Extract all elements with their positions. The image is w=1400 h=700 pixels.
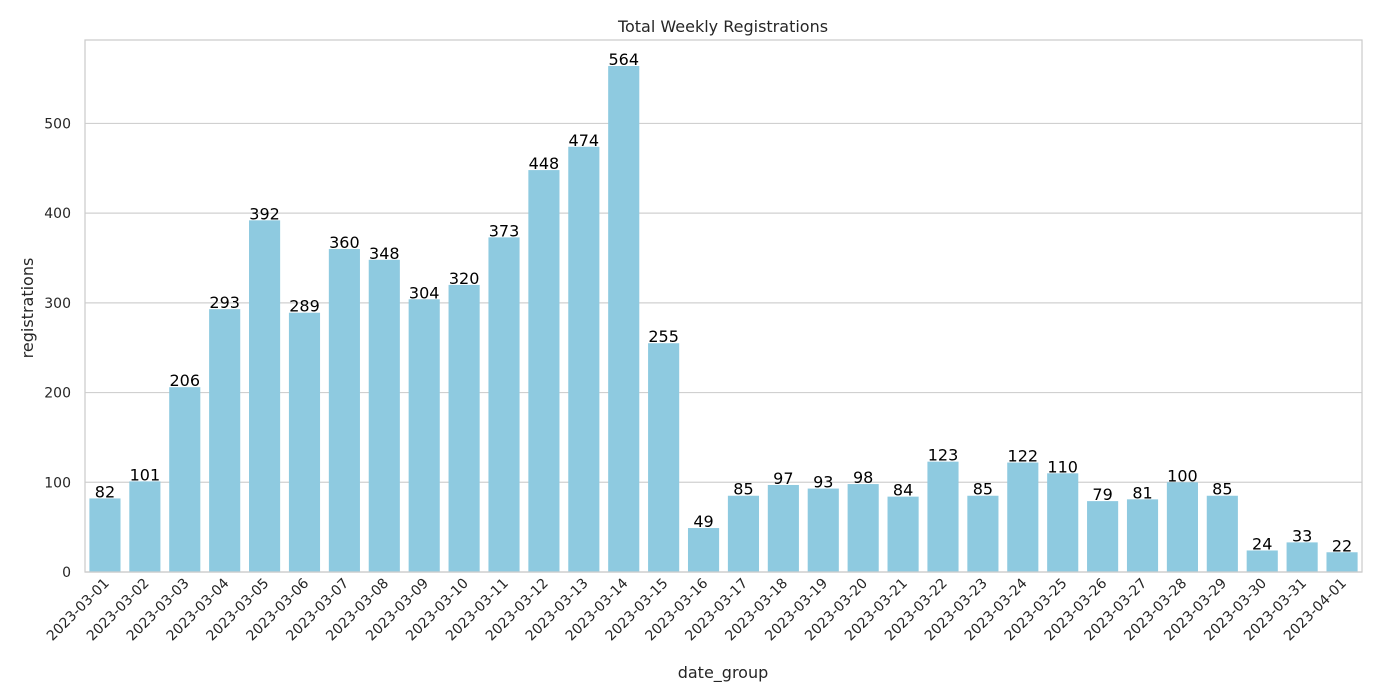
bar xyxy=(568,146,600,572)
bar xyxy=(687,528,720,572)
bar xyxy=(448,284,480,572)
bar-value-label: 85 xyxy=(733,480,753,499)
bar xyxy=(1286,542,1318,572)
bar xyxy=(1047,473,1079,572)
bar-value-label: 320 xyxy=(449,269,480,288)
bar-value-label: 24 xyxy=(1252,534,1272,553)
bar-group xyxy=(89,66,1358,573)
bar-value-label: 289 xyxy=(289,297,320,316)
bar-value-label: 110 xyxy=(1047,457,1078,476)
bar-value-label: 85 xyxy=(1212,480,1232,499)
bar-value-label: 85 xyxy=(973,480,993,499)
x-tick-labels: 2023-03-012023-03-022023-03-032023-03-04… xyxy=(44,575,1350,644)
bar xyxy=(1246,550,1278,572)
bar-value-label: 392 xyxy=(249,204,280,223)
y-tick-label: 200 xyxy=(44,386,71,402)
y-tick-label: 300 xyxy=(44,296,71,312)
bar-value-label: 100 xyxy=(1167,466,1198,485)
bar xyxy=(1007,462,1039,572)
bar-value-label: 98 xyxy=(853,468,873,487)
bar-value-label: 360 xyxy=(329,233,360,252)
bar xyxy=(169,387,201,572)
bar xyxy=(807,488,839,572)
bar xyxy=(1206,495,1238,572)
bar-value-label: 348 xyxy=(369,244,400,263)
bar-value-label: 448 xyxy=(529,154,560,173)
y-tick-label: 0 xyxy=(62,565,71,581)
data-label-group: 82 101 206 293 392 289 360 348 304 320 373 448 474 56… xyxy=(95,50,1352,555)
bar xyxy=(608,66,640,573)
y-tick-labels: 0 100 200 300 400 500 xyxy=(44,116,71,581)
bar xyxy=(129,481,161,572)
chart-title: Total Weekly Registrations xyxy=(617,17,828,36)
bar-value-label: 123 xyxy=(928,446,959,465)
bar-value-label: 33 xyxy=(1292,526,1312,545)
bar xyxy=(967,495,999,572)
bar xyxy=(288,312,321,572)
bar-value-label: 101 xyxy=(130,465,161,484)
y-tick-label: 100 xyxy=(44,475,71,491)
bar xyxy=(1126,499,1159,572)
bar-value-label: 79 xyxy=(1092,485,1112,504)
bar-value-label: 22 xyxy=(1332,536,1352,555)
bar-value-label: 373 xyxy=(489,221,520,240)
bar-value-label: 293 xyxy=(209,293,240,312)
bar xyxy=(249,220,281,572)
bar-value-label: 97 xyxy=(773,469,793,488)
bar-value-label: 81 xyxy=(1132,483,1152,502)
bar-value-label: 206 xyxy=(169,371,200,390)
bar xyxy=(648,343,680,572)
bar xyxy=(488,237,520,572)
bar xyxy=(528,170,560,572)
bar xyxy=(368,259,400,572)
bar-value-label: 255 xyxy=(648,327,679,346)
bar-value-label: 84 xyxy=(893,481,913,500)
y-axis-label: registrations xyxy=(18,258,37,359)
bar-value-label: 474 xyxy=(569,131,600,150)
bar-value-label: 304 xyxy=(409,283,440,302)
bar xyxy=(727,495,760,572)
y-tick-label: 500 xyxy=(44,116,71,132)
bar xyxy=(1087,501,1119,572)
plot-frame xyxy=(84,39,1363,573)
bar-value-label: 49 xyxy=(693,512,713,531)
bar-value-label: 564 xyxy=(608,50,639,69)
bar xyxy=(408,299,440,572)
bar xyxy=(1326,552,1358,572)
bar xyxy=(767,484,799,572)
y-tick-label: 400 xyxy=(44,206,71,222)
bar xyxy=(1166,482,1198,572)
bar-value-label: 122 xyxy=(1008,447,1039,466)
bar xyxy=(89,498,121,572)
bar xyxy=(328,249,360,572)
bar xyxy=(209,309,241,572)
bar-value-label: 82 xyxy=(95,482,115,501)
bar xyxy=(927,461,959,572)
bar xyxy=(887,496,919,572)
bar xyxy=(847,484,879,572)
bar-value-label: 93 xyxy=(813,473,833,492)
x-axis-label: date_group xyxy=(678,663,769,683)
